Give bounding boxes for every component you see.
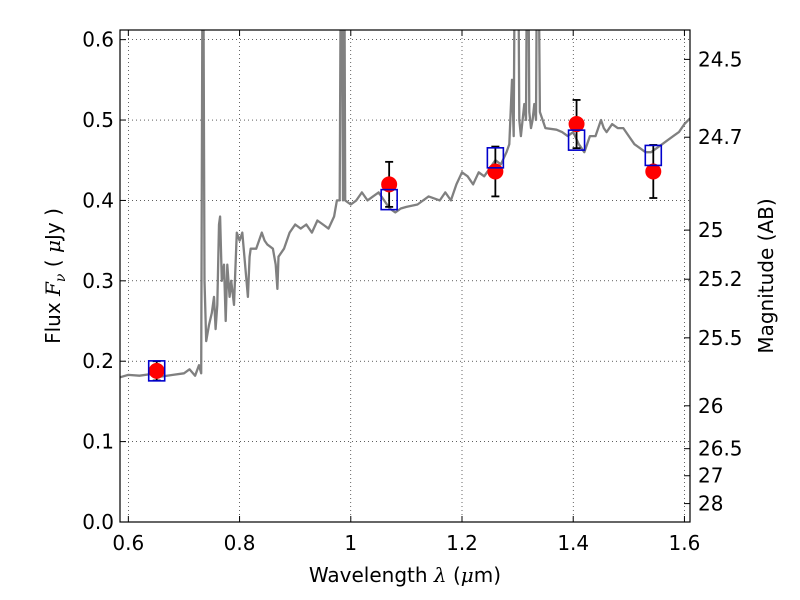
y-tick-label: 0.3 [82, 269, 114, 293]
observed-point [568, 116, 585, 133]
observed-point [148, 362, 165, 379]
x-tick-label: 1 [344, 531, 357, 555]
model-spectrum-line [120, 30, 690, 379]
magnitude-axis-ticks: 24.5 24.7 25 25.2 25.5 26 26.5 27 28 [684, 47, 743, 516]
magnitude-tick-label: 27 [698, 464, 723, 488]
y-tick-label: 0.2 [82, 349, 114, 373]
magnitude-axis-title: Magnitude (AB) [754, 198, 778, 353]
y-tick-label: 0.1 [82, 430, 114, 454]
magnitude-tick-label: 24.7 [698, 125, 743, 149]
x-tick-label: 1.4 [557, 531, 589, 555]
observed-point [487, 163, 504, 180]
y-tick-label: 0.4 [82, 188, 114, 212]
y-axis-title: Flux Fν ( μJy ) [41, 208, 69, 344]
x-tick-label: 1.6 [669, 531, 701, 555]
observed-point [381, 176, 398, 193]
observed-point [645, 163, 662, 180]
x-tick-label: 1.2 [446, 531, 478, 555]
x-axis-title: Wavelength λ (μm) [309, 563, 501, 587]
magnitude-tick-label: 26.5 [698, 437, 743, 461]
magnitude-tick-label: 28 [698, 492, 723, 516]
x-tick-label: 0.6 [112, 531, 144, 555]
x-tick-label: 0.8 [224, 531, 256, 555]
x-axis-ticks: 0.6 0.8 1 1.2 1.4 1.6 [112, 30, 700, 555]
model-band-square [380, 188, 398, 211]
grid-lines [120, 30, 690, 522]
magnitude-tick-label: 25.2 [698, 267, 743, 291]
magnitude-tick-label: 24.5 [698, 47, 743, 71]
y-axis-ticks: 0.0 0.1 0.2 0.3 0.4 0.5 0.6 [82, 28, 126, 534]
y-tick-label: 0.6 [82, 28, 114, 52]
model-band-square [644, 144, 663, 167]
magnitude-tick-label: 25.5 [698, 326, 743, 350]
magnitude-tick-label: 26 [698, 394, 723, 418]
model-band-square [147, 360, 166, 382]
model-band-square [486, 147, 505, 169]
model-band-points [147, 129, 663, 382]
y-tick-label: 0.0 [82, 510, 114, 534]
magnitude-tick-label: 25 [698, 218, 723, 242]
y-tick-label: 0.5 [82, 108, 114, 132]
model-band-square [567, 129, 586, 151]
plot-frame [119, 29, 691, 523]
plot-background [120, 30, 690, 522]
